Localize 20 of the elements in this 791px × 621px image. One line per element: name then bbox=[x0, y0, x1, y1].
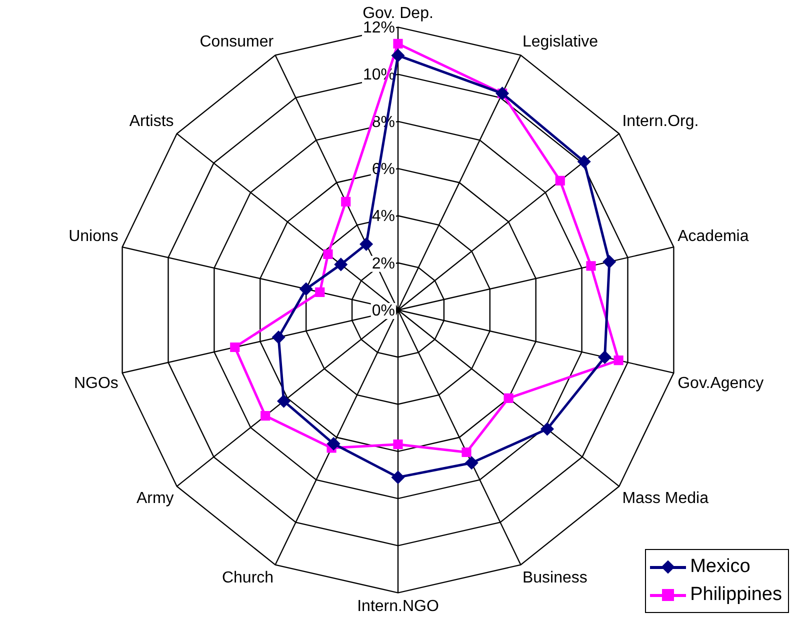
spoke-label: Artists bbox=[129, 112, 174, 130]
spoke-label: Gov.Agency bbox=[678, 374, 764, 392]
spoke-label: Legislative bbox=[522, 33, 598, 50]
spoke-label: Business bbox=[522, 569, 588, 586]
legend-label: Philippines bbox=[690, 584, 782, 606]
spoke-label: Intern.Org. bbox=[622, 112, 699, 130]
spoke-label: Gov. Dep. bbox=[362, 5, 434, 22]
y-tick-label: 0% bbox=[372, 302, 395, 320]
spoke-label: Mass Media bbox=[622, 490, 709, 507]
spoke-label: Intern.NGO bbox=[357, 598, 439, 615]
legend-label: Mexico bbox=[690, 556, 750, 578]
y-tick-label: 4% bbox=[372, 208, 395, 226]
spoke-label: Consumer bbox=[200, 33, 274, 50]
y-tick-label: 2% bbox=[372, 255, 395, 272]
spoke-label: Academia bbox=[678, 228, 749, 245]
y-tick-label: 12% bbox=[362, 20, 395, 37]
spoke-label: NGOs bbox=[74, 374, 118, 392]
spoke-label: Army bbox=[136, 490, 174, 507]
spoke-label: Church bbox=[222, 569, 274, 586]
spoke-label: Unions bbox=[68, 228, 118, 245]
